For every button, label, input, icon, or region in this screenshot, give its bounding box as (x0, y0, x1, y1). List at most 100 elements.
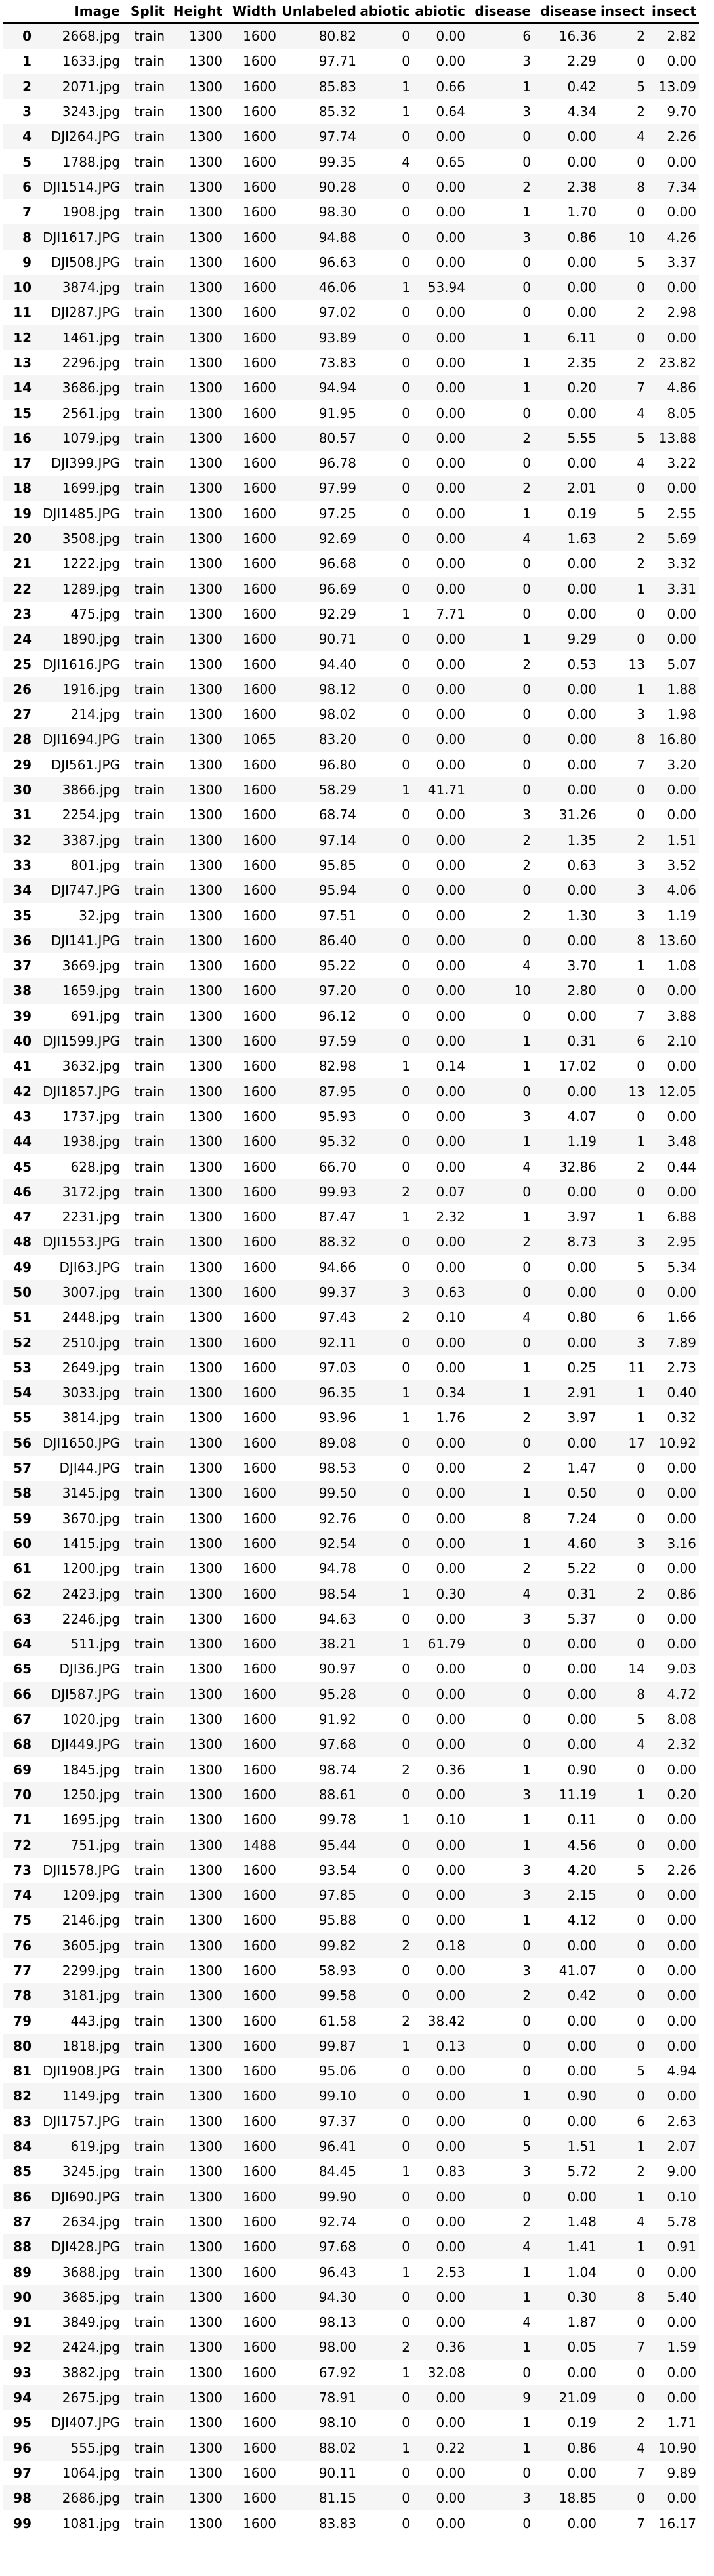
table-cell: 1 (402, 1410, 410, 1426)
table-cell: DJI1514.JPG (43, 178, 120, 195)
table-cell: 1488 (243, 1837, 276, 1853)
row-index: 25 (13, 656, 32, 672)
row-index: 12 (13, 329, 32, 346)
table-cell: 1300 (189, 153, 222, 170)
table-cell: 4 (637, 129, 645, 145)
table-cell: 0.00 (436, 531, 465, 547)
row-index: 6 (22, 178, 32, 195)
table-cell: 2146.jpg (62, 1912, 120, 1929)
table-cell: DJI508.JPG (51, 254, 120, 270)
table-cell: 1300 (189, 1385, 222, 1401)
table-cell: 2 (637, 28, 645, 45)
row-index: 86 (13, 2188, 32, 2205)
table-cell: 0.00 (436, 1837, 465, 1853)
table-cell: 16.36 (558, 28, 597, 45)
table-cell: 0.00 (667, 1761, 696, 1778)
row-index: 40 (13, 1033, 32, 1050)
table-cell: 1600 (243, 480, 276, 497)
row-index: 33 (13, 857, 32, 873)
table-cell: 3.37 (667, 254, 696, 270)
column-header: abiotic (360, 3, 410, 19)
table-cell: 1600 (243, 1812, 276, 1828)
row-index: 51 (13, 1309, 32, 1326)
table-cell: 0.36 (436, 2339, 465, 2356)
table-cell: 0.00 (436, 756, 465, 773)
table-cell: 0 (402, 1259, 410, 1275)
table-cell: 0.00 (436, 1435, 465, 1451)
table-cell: 96.41 (318, 2138, 356, 2155)
table-cell: 1 (522, 78, 531, 94)
table-row: 17 DJI399.JPG train 1300 1600 96.78 0 0.00 0 0.00… (3, 451, 699, 476)
table-cell: 1209.jpg (62, 1887, 120, 1904)
table-cell: 1300 (189, 556, 222, 572)
table-cell: 95.94 (318, 882, 356, 899)
table-cell: 0.00 (436, 329, 465, 346)
table-cell: 1600 (243, 1862, 276, 1878)
table-cell: 1300 (189, 178, 222, 195)
table-cell: 1300 (189, 832, 222, 848)
table-cell: 3 (637, 882, 645, 899)
table-cell: 0.00 (436, 2063, 465, 2079)
table-cell: 1300 (189, 1862, 222, 1878)
table-cell: 0.00 (567, 2515, 597, 2531)
table-cell: 0.31 (567, 1033, 597, 1050)
table-cell: 1600 (243, 2264, 276, 2280)
table-cell: 1 (402, 279, 410, 296)
table-cell: train (134, 1912, 165, 1929)
table-cell: 0 (402, 756, 410, 773)
table-cell: 1 (637, 958, 645, 974)
table-cell: train (134, 2138, 165, 2155)
table-cell: 1600 (243, 1761, 276, 1778)
table-cell: 619.jpg (70, 2138, 120, 2155)
table-cell: 0 (637, 53, 645, 70)
table-cell: 0 (402, 1686, 410, 1702)
row-index: 21 (13, 556, 32, 572)
table-cell: train (134, 631, 165, 647)
table-cell: 1081.jpg (62, 2515, 120, 2531)
table-cell: 1300 (189, 1183, 222, 1200)
table-cell: 2 (637, 556, 645, 572)
table-cell: 0.00 (436, 1786, 465, 1803)
row-index: 44 (13, 1134, 32, 1150)
table-cell: 0.00 (567, 1435, 597, 1451)
table-cell: train (134, 153, 165, 170)
row-index: 87 (13, 2213, 32, 2230)
row-index: 1 (22, 53, 32, 70)
table-cell: 0.00 (667, 2088, 696, 2104)
table-cell: 3686.jpg (62, 380, 120, 396)
table-cell: 9.89 (667, 2464, 696, 2481)
table-cell: 1.51 (567, 2138, 597, 2155)
table-cell: 0 (402, 1510, 410, 1526)
table-cell: 1064.jpg (62, 2464, 120, 2481)
table-cell: 88.02 (318, 2440, 356, 2456)
table-cell: train (134, 2490, 165, 2506)
table-row: 88 DJI428.JPG train 1300 1600 97.68 0 0.00 4 1.41… (3, 2234, 699, 2260)
table-cell: 0 (522, 2364, 531, 2381)
table-cell: 4 (637, 2213, 645, 2230)
table-row: 13 2296.jpg train 1300 1600 73.83 0 0.00 1 2.35 2 2… (3, 350, 699, 376)
table-cell: 0 (402, 681, 410, 697)
row-index: 35 (13, 907, 32, 924)
table-cell: 81.15 (318, 2490, 356, 2506)
table-cell: 9.29 (567, 631, 597, 647)
table-cell: 93.89 (318, 329, 356, 346)
table-cell: train (134, 1108, 165, 1124)
table-cell: 1600 (243, 2138, 276, 2155)
table-cell: 17 (628, 1435, 645, 1451)
table-cell: 5 (637, 505, 645, 521)
table-cell: train (134, 2515, 165, 2531)
table-cell: 1300 (189, 279, 222, 296)
table-cell: 14 (628, 1661, 645, 1677)
table-cell: 0.00 (667, 1988, 696, 2004)
table-cell: 1300 (189, 1108, 222, 1124)
table-cell: 11.19 (558, 1786, 597, 1803)
row-index: 37 (13, 958, 32, 974)
table-cell: 1600 (243, 329, 276, 346)
table-cell: 96.69 (318, 581, 356, 597)
table-cell: 6 (637, 1309, 645, 1326)
table-cell: 0.00 (436, 706, 465, 723)
row-index: 52 (13, 1334, 32, 1351)
table-cell: train (134, 455, 165, 472)
table-cell: 1 (522, 1134, 531, 1150)
table-cell: 1300 (189, 1510, 222, 1526)
